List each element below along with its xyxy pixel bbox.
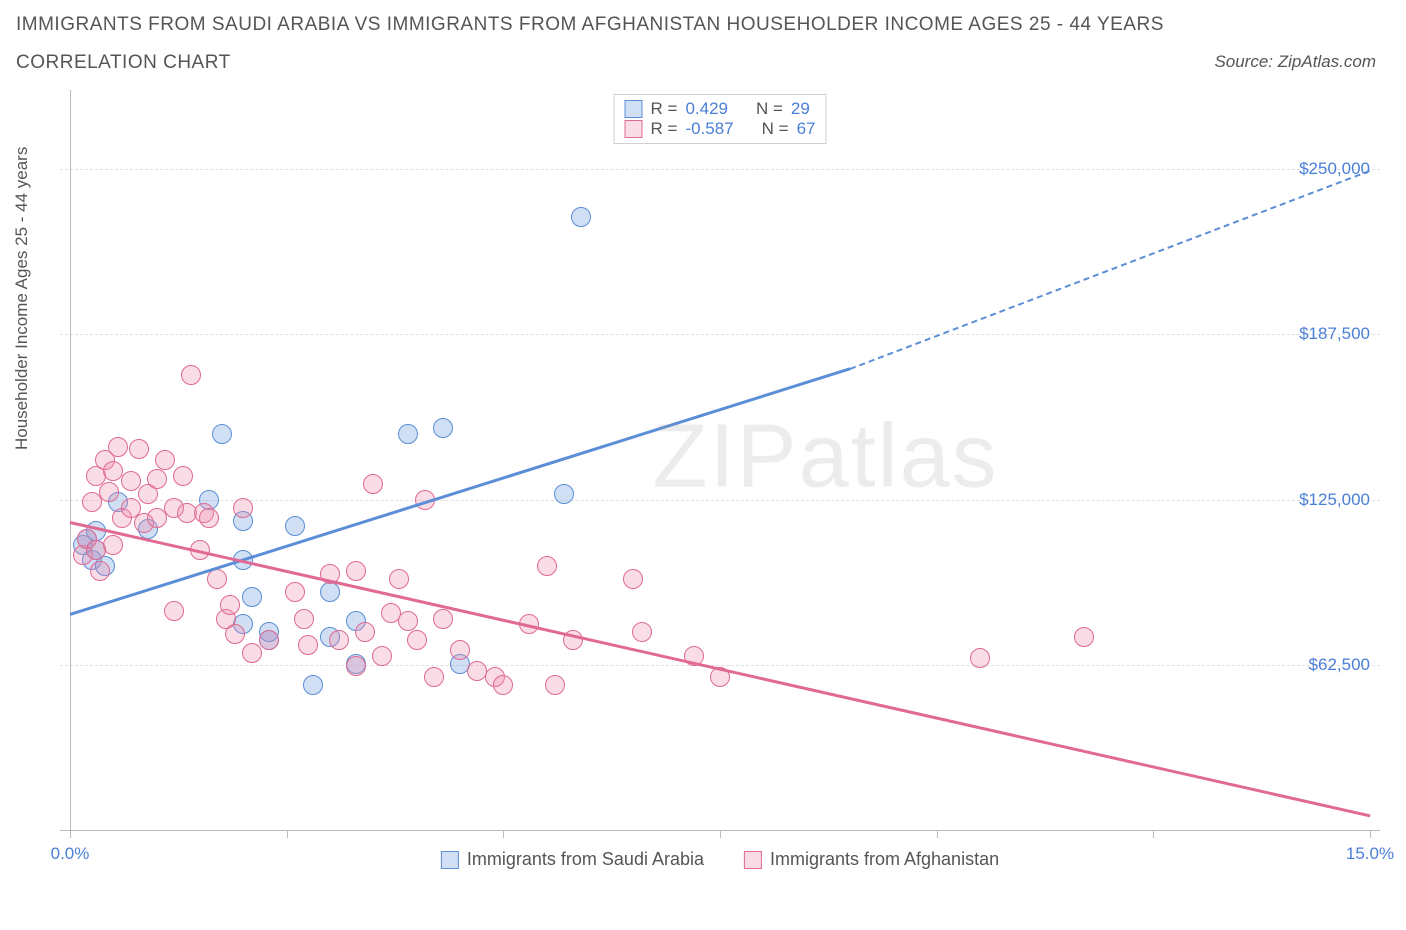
marker-afghan bbox=[199, 508, 219, 528]
legend-label-saudi: Immigrants from Saudi Arabia bbox=[467, 849, 704, 870]
marker-afghan bbox=[147, 508, 167, 528]
legend-item-afghan: Immigrants from Afghanistan bbox=[744, 849, 999, 870]
swatch-saudi bbox=[441, 851, 459, 869]
x-tick bbox=[1153, 830, 1154, 838]
marker-afghan bbox=[632, 622, 652, 642]
chart-title-line1: IMMIGRANTS FROM SAUDI ARABIA VS IMMIGRAN… bbox=[16, 14, 1164, 36]
series-legend: Immigrants from Saudi Arabia Immigrants … bbox=[441, 849, 999, 870]
x-tick bbox=[287, 830, 288, 838]
marker-afghan bbox=[970, 648, 990, 668]
chart-area: $62,500$125,000$187,500$250,0000.0%15.0%… bbox=[60, 90, 1380, 870]
marker-afghan bbox=[147, 469, 167, 489]
correlation-row-saudi: R = 0.429 N = 29 bbox=[625, 99, 816, 119]
x-tick bbox=[503, 830, 504, 838]
marker-afghan bbox=[424, 667, 444, 687]
y-axis-line bbox=[70, 90, 71, 830]
marker-afghan bbox=[355, 622, 375, 642]
marker-afghan bbox=[407, 630, 427, 650]
marker-afghan bbox=[103, 535, 123, 555]
swatch-afghan bbox=[625, 120, 643, 138]
gridline-h bbox=[60, 665, 1380, 666]
n-value-saudi: 29 bbox=[791, 99, 810, 119]
marker-afghan bbox=[129, 439, 149, 459]
marker-afghan bbox=[346, 561, 366, 581]
marker-saudi bbox=[554, 484, 574, 504]
marker-afghan bbox=[493, 675, 513, 695]
y-tick-label: $125,000 bbox=[1299, 490, 1370, 510]
y-tick-label: $250,000 bbox=[1299, 159, 1370, 179]
plot-region: $62,500$125,000$187,500$250,0000.0%15.0% bbox=[60, 90, 1380, 870]
source-label: Source: ZipAtlas.com bbox=[1214, 52, 1376, 72]
y-tick-label: $187,500 bbox=[1299, 324, 1370, 344]
trend-line bbox=[70, 521, 1371, 817]
marker-afghan bbox=[207, 569, 227, 589]
trend-line-dashed bbox=[850, 169, 1371, 369]
r-label: R = bbox=[651, 119, 678, 139]
marker-saudi bbox=[433, 418, 453, 438]
legend-label-afghan: Immigrants from Afghanistan bbox=[770, 849, 999, 870]
marker-afghan bbox=[108, 437, 128, 457]
correlation-row-afghan: R = -0.587 N = 67 bbox=[625, 119, 816, 139]
x-tick-label: 15.0% bbox=[1346, 844, 1394, 864]
y-axis-label: Householder Income Ages 25 - 44 years bbox=[12, 147, 32, 450]
marker-saudi bbox=[571, 207, 591, 227]
marker-afghan bbox=[346, 656, 366, 676]
marker-afghan bbox=[285, 582, 305, 602]
marker-saudi bbox=[398, 424, 418, 444]
marker-afghan bbox=[450, 640, 470, 660]
marker-saudi bbox=[303, 675, 323, 695]
x-tick bbox=[70, 830, 71, 838]
n-label: N = bbox=[756, 99, 783, 119]
marker-afghan bbox=[225, 624, 245, 644]
x-tick bbox=[720, 830, 721, 838]
r-value-saudi: 0.429 bbox=[685, 99, 728, 119]
marker-afghan bbox=[398, 611, 418, 631]
marker-afghan bbox=[623, 569, 643, 589]
marker-afghan bbox=[82, 492, 102, 512]
gridline-h bbox=[60, 334, 1380, 335]
marker-afghan bbox=[363, 474, 383, 494]
n-value-afghan: 67 bbox=[797, 119, 816, 139]
marker-afghan bbox=[173, 466, 193, 486]
gridline-h bbox=[60, 169, 1380, 170]
marker-afghan bbox=[220, 595, 240, 615]
marker-afghan bbox=[372, 646, 392, 666]
x-tick bbox=[1370, 830, 1371, 838]
x-axis-line bbox=[60, 830, 1380, 831]
marker-afghan bbox=[242, 643, 262, 663]
marker-afghan bbox=[259, 630, 279, 650]
r-label: R = bbox=[651, 99, 678, 119]
correlation-legend: R = 0.429 N = 29 R = -0.587 N = 67 bbox=[614, 94, 827, 144]
swatch-afghan bbox=[744, 851, 762, 869]
marker-afghan bbox=[90, 561, 110, 581]
marker-afghan bbox=[537, 556, 557, 576]
swatch-saudi bbox=[625, 100, 643, 118]
marker-afghan bbox=[294, 609, 314, 629]
marker-afghan bbox=[121, 471, 141, 491]
marker-afghan bbox=[329, 630, 349, 650]
legend-item-saudi: Immigrants from Saudi Arabia bbox=[441, 849, 704, 870]
x-tick bbox=[937, 830, 938, 838]
trend-line bbox=[70, 368, 851, 616]
marker-afghan bbox=[181, 365, 201, 385]
marker-saudi bbox=[212, 424, 232, 444]
marker-afghan bbox=[233, 498, 253, 518]
marker-afghan bbox=[155, 450, 175, 470]
y-tick-label: $62,500 bbox=[1309, 655, 1370, 675]
marker-saudi bbox=[320, 582, 340, 602]
chart-title-line2: CORRELATION CHART bbox=[16, 52, 231, 74]
marker-afghan bbox=[99, 482, 119, 502]
marker-afghan bbox=[433, 609, 453, 629]
marker-afghan bbox=[545, 675, 565, 695]
r-value-afghan: -0.587 bbox=[685, 119, 733, 139]
gridline-h bbox=[60, 500, 1380, 501]
marker-afghan bbox=[389, 569, 409, 589]
marker-saudi bbox=[242, 587, 262, 607]
marker-afghan bbox=[1074, 627, 1094, 647]
x-tick-label: 0.0% bbox=[51, 844, 90, 864]
n-label: N = bbox=[762, 119, 789, 139]
marker-saudi bbox=[285, 516, 305, 536]
marker-afghan bbox=[298, 635, 318, 655]
marker-afghan bbox=[164, 601, 184, 621]
